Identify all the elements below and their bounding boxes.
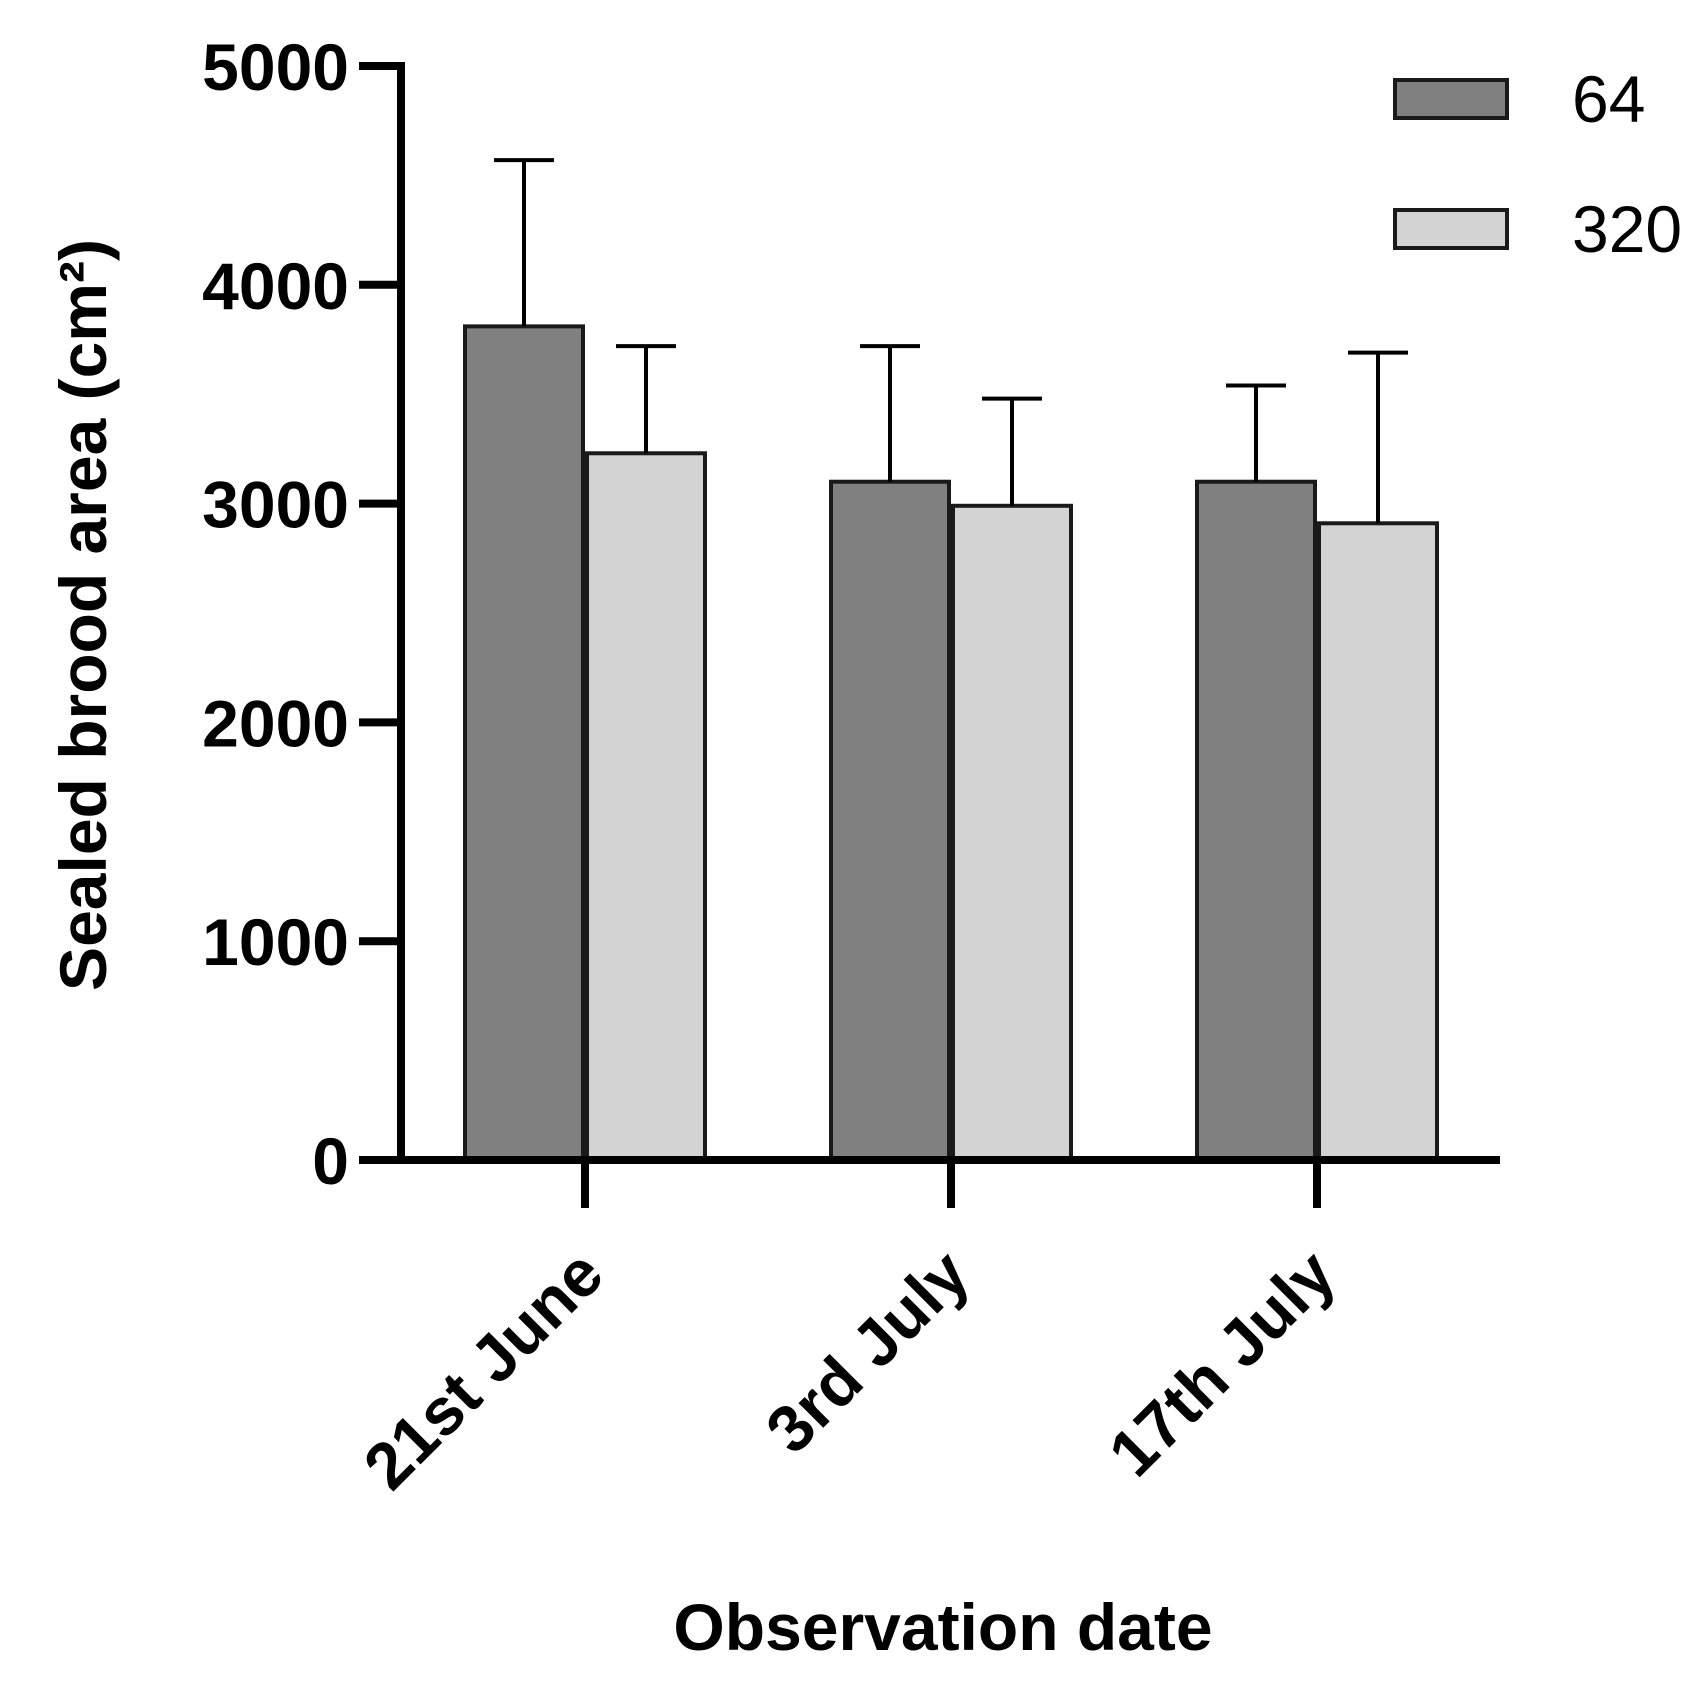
error-bars-layer (494, 158, 1408, 524)
x-tick-label: 3rd July (752, 1235, 984, 1467)
x-axis-title: Observation date (673, 1590, 1212, 1664)
y-axis-title: Sealed brood area (cm²) (46, 239, 120, 991)
bar-320-2 (1317, 521, 1439, 1162)
x-tick-label: 17th July (1094, 1235, 1349, 1490)
legend: 64 320 (1393, 62, 1682, 266)
bar-64-0 (463, 324, 585, 1162)
bars-layer (463, 324, 1439, 1163)
bar-320-0 (585, 451, 707, 1162)
y-tick-label: 0 (312, 1124, 349, 1198)
y-ticks: 0 1000 2000 3000 4000 5000 (202, 30, 401, 1198)
y-tick-label: 2000 (202, 686, 349, 760)
x-ticks: 21st June 3rd July 17th July (349, 1160, 1349, 1503)
x-tick-label: 21st June (349, 1236, 617, 1504)
legend-label-64: 64 (1572, 62, 1645, 136)
y-tick-label: 5000 (202, 30, 349, 104)
bar-64-1 (829, 479, 951, 1163)
y-tick-label: 3000 (202, 468, 349, 542)
bar-320-1 (951, 503, 1073, 1162)
legend-swatch-64 (1393, 78, 1509, 120)
y-tick-label: 4000 (202, 249, 349, 323)
bar-64-2 (1195, 479, 1317, 1163)
legend-swatch-320 (1393, 208, 1509, 250)
y-tick-label: 1000 (202, 905, 349, 979)
legend-label-320: 320 (1572, 192, 1682, 266)
